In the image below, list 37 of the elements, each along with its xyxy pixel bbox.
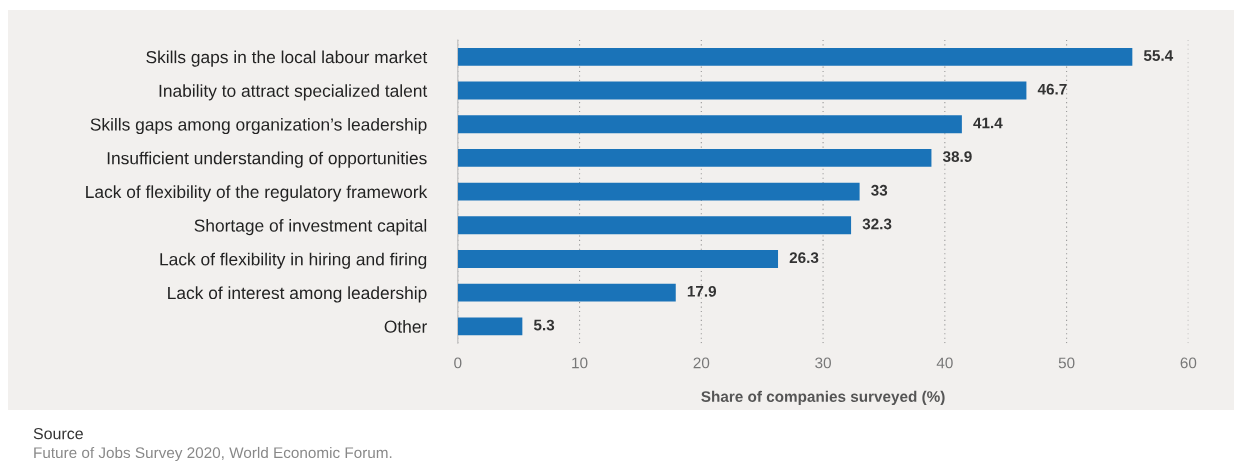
text: Future of Jobs Survey 2020, World Economic Forum. <box>34 446 392 462</box>
bar <box>457 317 523 336</box>
data-label: 17.9 <box>687 285 717 297</box>
data-label: 38.9 <box>942 151 972 163</box>
y-tick-label: Shortage of investment capital <box>194 218 427 236</box>
y-tick-label: Lack of interest among leadership <box>168 286 427 303</box>
y-tick-label: Skills gaps among organization’s leadership <box>90 117 427 135</box>
x-tick-label: 40 <box>936 357 953 369</box>
y-tick-label: Inability to attract specialized talent <box>159 84 428 101</box>
data-label: 33 <box>871 184 888 196</box>
data-label: 41.4 <box>973 117 1003 129</box>
y-tick-label: Lack of flexibility of the regulatory framework <box>86 185 428 202</box>
data-label: 26.3 <box>789 252 819 264</box>
x-tick-label: 20 <box>693 357 710 369</box>
x-tick-label: 30 <box>815 357 831 369</box>
bar <box>457 81 1027 100</box>
x-tick-label: 10 <box>572 357 588 369</box>
bar <box>457 148 932 167</box>
x-tick-label: 60 <box>1180 357 1197 369</box>
y-tick-label: Skills gaps in the local labour market <box>146 50 428 67</box>
x-tick-label: 50 <box>1058 357 1075 369</box>
x-tick-label: 0 <box>454 357 462 369</box>
y-tick-label: Insufficient understanding of opportunities <box>107 151 427 168</box>
bar <box>457 182 860 201</box>
data-label: 32.3 <box>862 218 892 230</box>
data-label: 55.4 <box>1143 50 1174 61</box>
bar <box>457 115 962 134</box>
text: Source <box>33 427 83 440</box>
data-label: 46.7 <box>1037 83 1067 95</box>
data-label: 5.3 <box>533 319 555 331</box>
bar <box>457 250 779 268</box>
bar <box>457 216 852 235</box>
bar <box>457 47 1133 66</box>
y-tick-label: Lack of flexibility in hiring and firing <box>160 252 427 269</box>
y-tick-label: Other <box>384 320 427 333</box>
bar <box>457 283 676 302</box>
x-axis-title: Share of companies surveyed (%) <box>701 390 945 406</box>
